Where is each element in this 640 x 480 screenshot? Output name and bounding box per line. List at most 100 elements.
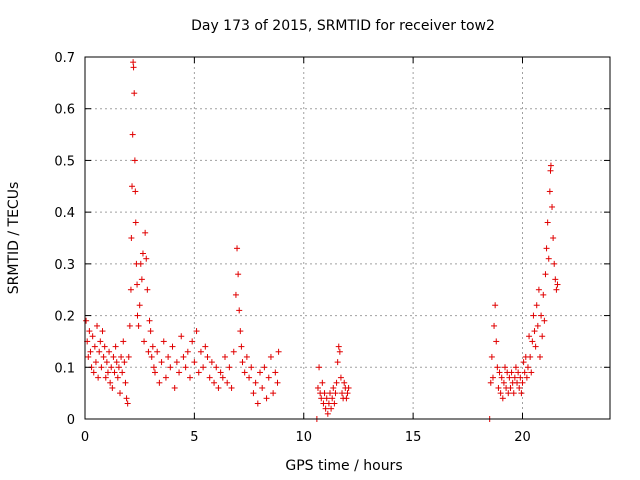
data-point xyxy=(224,379,231,386)
data-point xyxy=(336,348,343,355)
data-point xyxy=(87,348,94,355)
data-point xyxy=(145,348,152,355)
y-tick-label: 0.3 xyxy=(54,258,75,273)
data-point xyxy=(195,369,202,376)
data-point xyxy=(543,245,550,252)
y-axis-ticks: 0 0.1 0.2 0.3 0.4 0.5 0.6 0.7 xyxy=(54,51,610,428)
y-tick-label: 0.2 xyxy=(54,310,75,325)
data-point xyxy=(541,317,548,324)
data-point xyxy=(165,353,172,360)
data-point xyxy=(152,369,158,376)
data-point xyxy=(169,343,176,350)
data-point xyxy=(489,374,496,381)
data-point xyxy=(533,302,540,309)
data-point xyxy=(128,235,135,241)
data-point xyxy=(222,353,228,360)
data-point xyxy=(119,369,126,376)
data-point xyxy=(275,348,282,355)
data-point xyxy=(149,343,156,350)
data-point xyxy=(511,374,518,381)
data-point xyxy=(316,364,323,371)
data-point xyxy=(150,364,157,371)
data-point xyxy=(554,281,561,288)
data-point xyxy=(110,353,117,360)
y-tick-label: 0.6 xyxy=(54,103,75,118)
data-point xyxy=(99,328,106,335)
data-point xyxy=(138,276,145,283)
data-point xyxy=(117,390,123,397)
data-point xyxy=(330,384,337,391)
data-point xyxy=(85,353,92,360)
data-point xyxy=(257,369,263,376)
data-point xyxy=(259,384,266,391)
data-point xyxy=(540,291,547,298)
data-point xyxy=(135,322,142,329)
data-point xyxy=(263,395,270,402)
data-point xyxy=(493,338,500,345)
data-point xyxy=(534,322,541,329)
data-point xyxy=(535,286,542,293)
data-point xyxy=(551,260,558,267)
data-point xyxy=(208,359,215,366)
data-point xyxy=(334,359,341,366)
data-point xyxy=(234,245,241,252)
data-point xyxy=(549,203,556,210)
data-point xyxy=(510,390,517,397)
data-point xyxy=(143,255,150,262)
x-axis-label: GPS time / hours xyxy=(285,458,402,474)
data-point xyxy=(200,364,207,371)
data-point xyxy=(136,302,143,309)
data-point xyxy=(323,395,330,402)
data-point xyxy=(538,312,545,319)
data-point xyxy=(341,379,348,386)
data-point xyxy=(180,353,187,360)
data-point xyxy=(111,369,118,376)
x-axis-ticks: 0 5 10 15 20 xyxy=(81,57,531,445)
data-point xyxy=(118,353,125,360)
data-point xyxy=(148,353,155,360)
y-tick-label: 0.4 xyxy=(54,206,75,221)
y-tick-label: 0.5 xyxy=(54,154,75,169)
data-point xyxy=(92,359,99,366)
data-point xyxy=(101,343,108,350)
data-point xyxy=(113,359,120,366)
data-point xyxy=(339,390,346,397)
data-point xyxy=(524,364,531,371)
data-point xyxy=(137,260,144,267)
data-point xyxy=(121,359,128,366)
data-point xyxy=(132,188,139,195)
data-point xyxy=(488,353,495,360)
data-point xyxy=(322,405,329,412)
data-point xyxy=(545,255,552,262)
data-point xyxy=(333,379,340,386)
data-point xyxy=(497,390,504,397)
data-point xyxy=(217,369,224,376)
data-point xyxy=(109,384,116,391)
data-point xyxy=(213,364,220,371)
data-point xyxy=(332,390,339,397)
data-point xyxy=(184,348,191,355)
data-point xyxy=(132,219,139,226)
data-point xyxy=(189,338,196,345)
chart-title: Day 173 of 2015, SRMTID for receiver tow… xyxy=(191,18,495,34)
data-point xyxy=(239,359,246,366)
data-point xyxy=(104,369,111,376)
data-point xyxy=(261,364,268,371)
data-point xyxy=(107,379,114,386)
data-point xyxy=(171,384,178,391)
data-point xyxy=(521,369,528,376)
data-point xyxy=(167,364,174,371)
data-point xyxy=(158,359,165,366)
data-point xyxy=(182,364,189,371)
data-point xyxy=(103,359,110,366)
data-point xyxy=(337,374,344,381)
data-point xyxy=(211,379,218,386)
x-tick-label: 10 xyxy=(295,430,312,445)
data-point xyxy=(108,364,115,371)
data-point xyxy=(129,131,136,138)
data-point xyxy=(499,395,506,402)
data-point xyxy=(95,374,102,381)
data-point xyxy=(512,364,519,371)
data-point xyxy=(547,167,554,174)
